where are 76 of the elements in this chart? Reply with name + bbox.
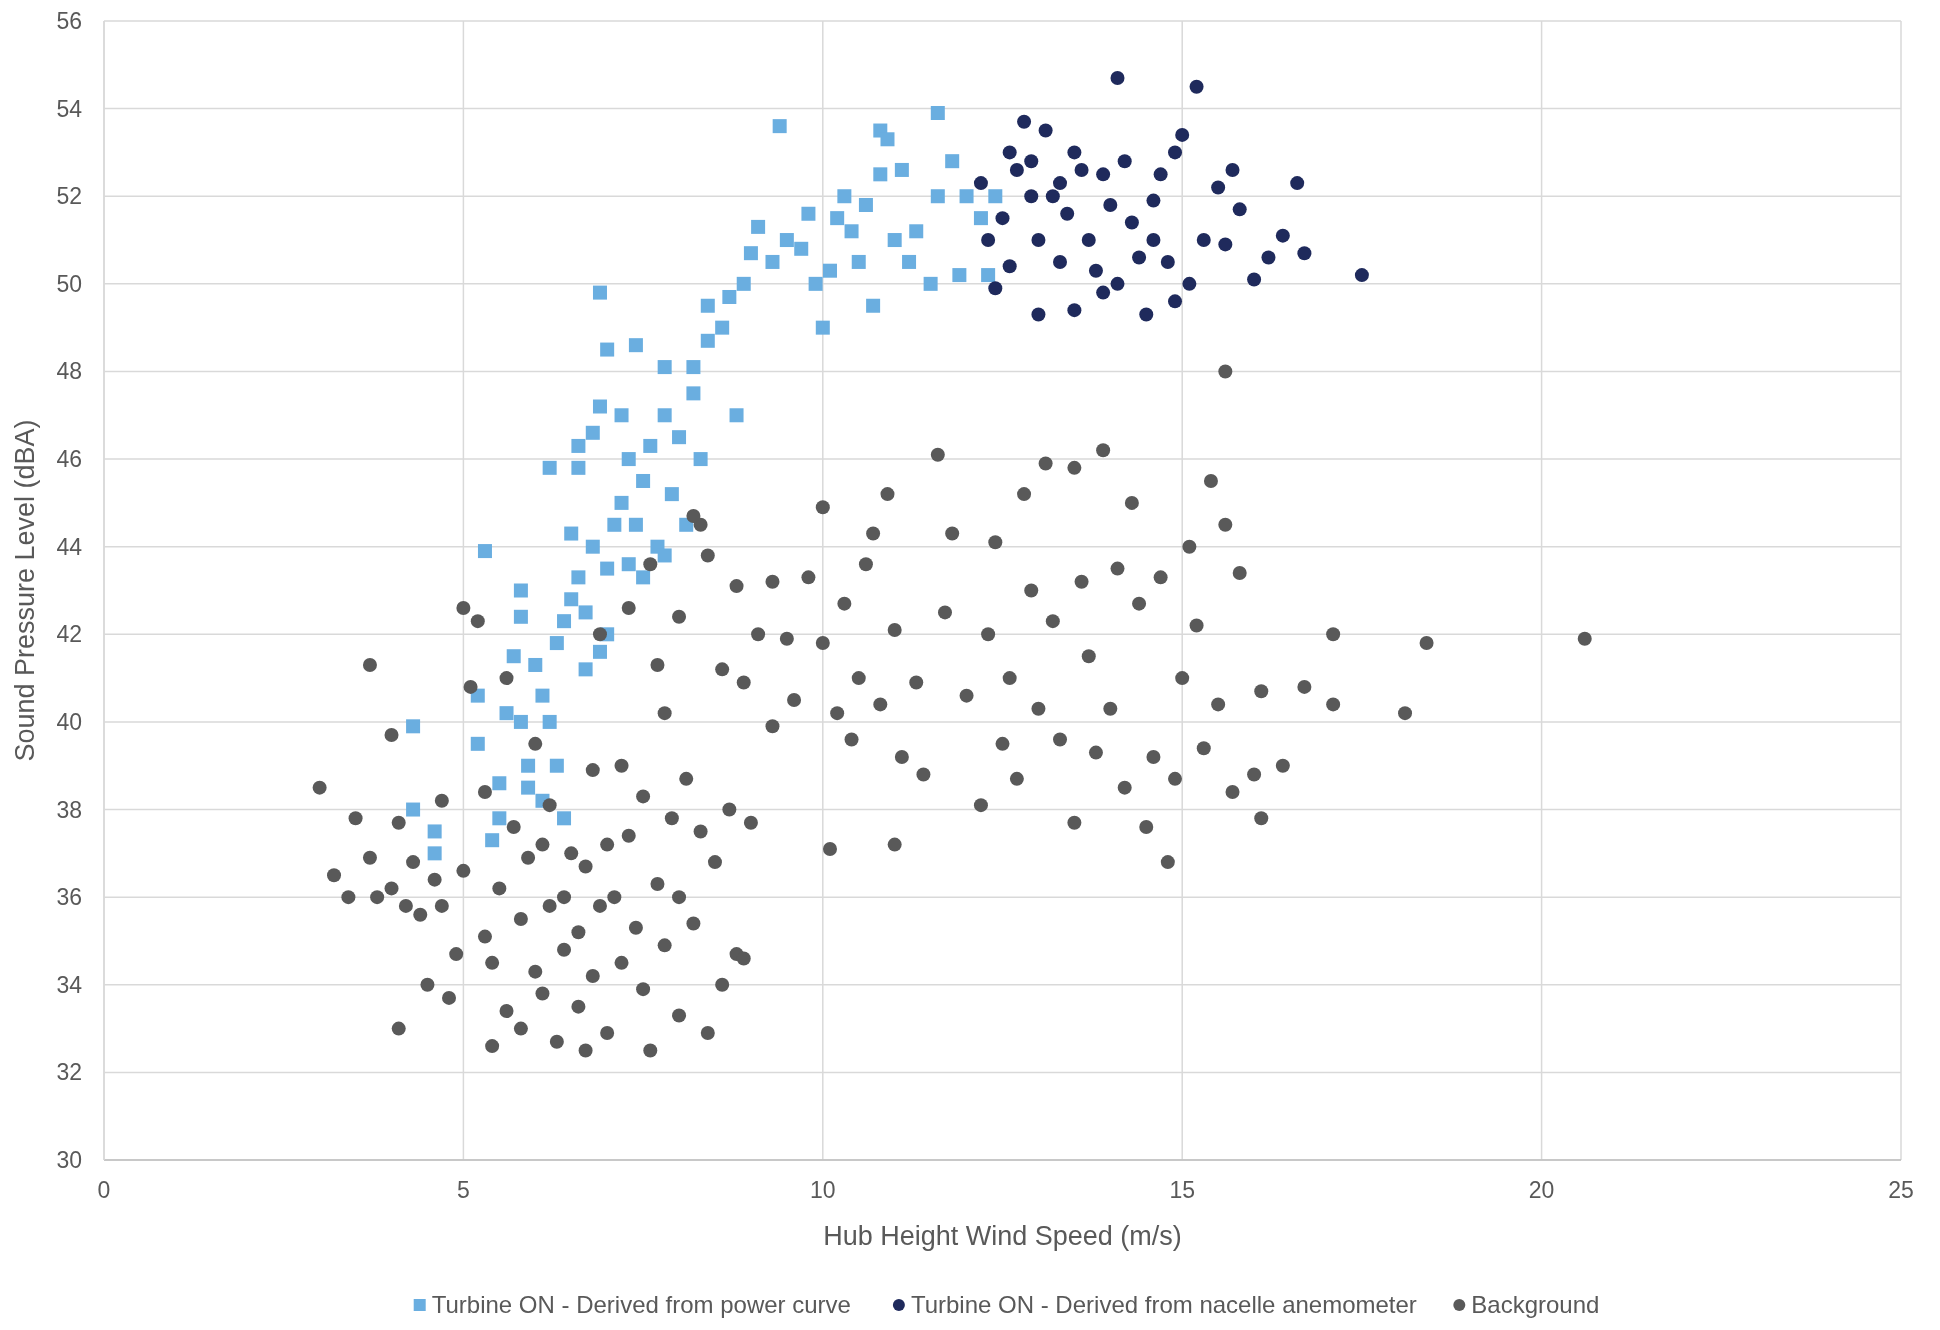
point [1189, 79, 1204, 94]
point [1117, 154, 1132, 169]
point [1218, 237, 1233, 252]
point [1088, 263, 1103, 278]
point [1146, 233, 1161, 248]
x-tick-label: 25 [1888, 1177, 1914, 1203]
point [988, 281, 1003, 296]
y-tick-label: 48 [56, 358, 82, 385]
point [1232, 202, 1247, 217]
point [973, 176, 988, 191]
x-tick-label: 10 [810, 1177, 836, 1203]
point [1024, 154, 1039, 169]
x-axis-title: Hub Height Wind Speed (m/s) [823, 1221, 1182, 1251]
point [1132, 250, 1147, 265]
point [1067, 303, 1082, 318]
point [1124, 215, 1139, 230]
point [1045, 189, 1060, 204]
y-tick-label: 46 [56, 446, 82, 473]
point [1275, 228, 1290, 243]
point [1067, 145, 1082, 160]
point [995, 211, 1010, 226]
x-tick-label: 5 [457, 1177, 470, 1203]
point [1110, 276, 1125, 291]
legend-label: Background [1471, 1291, 1600, 1318]
point [1096, 285, 1111, 300]
point [1038, 123, 1053, 138]
point [1103, 197, 1118, 212]
point [1297, 246, 1312, 261]
y-tick-label: 42 [56, 621, 82, 648]
legend-label: Turbine ON - Derived from power curve [431, 1291, 851, 1318]
point [1053, 176, 1067, 191]
y-tick-label: 32 [56, 1059, 82, 1086]
y-tick-label: 30 [56, 1147, 82, 1173]
y-tick-label: 56 [56, 8, 82, 34]
point [1031, 233, 1046, 248]
point [1017, 114, 1032, 129]
legend-label: Turbine ON - Derived from nacelle anemometer [910, 1291, 1417, 1318]
point [1182, 276, 1197, 291]
point [1153, 167, 1168, 182]
point [1096, 167, 1111, 182]
x-tick-label: 15 [1169, 1177, 1195, 1203]
point [1175, 127, 1190, 142]
y-tick-label: 38 [56, 796, 82, 823]
y-tick-label: 50 [56, 270, 82, 297]
point [1225, 162, 1240, 177]
x-tick-label: 20 [1528, 1177, 1555, 1203]
point [1160, 254, 1175, 269]
point [1168, 294, 1183, 309]
point [1081, 233, 1096, 248]
point [1060, 206, 1075, 221]
y-tick-label: 36 [56, 884, 82, 911]
y-tick-label: 44 [56, 533, 83, 560]
y-tick-label: 34 [56, 971, 83, 998]
point [1247, 272, 1262, 287]
y-tick-label: 52 [56, 183, 82, 210]
point [1002, 259, 1017, 274]
point [1354, 268, 1369, 283]
point [1024, 189, 1039, 204]
point [1139, 307, 1154, 322]
point [1002, 145, 1017, 160]
y-axis-title: Sound Pressure Level (dBA) [10, 419, 40, 762]
x-tick-label: 0 [97, 1177, 111, 1203]
y-tick-label: 40 [56, 708, 82, 735]
point [1211, 180, 1226, 195]
point [1146, 193, 1161, 208]
point [1074, 162, 1089, 177]
point [1168, 145, 1183, 160]
point [1261, 250, 1276, 265]
point [1009, 162, 1024, 177]
point [981, 233, 996, 248]
point [1031, 307, 1046, 322]
y-tick-label: 54 [56, 95, 83, 122]
point [1110, 70, 1125, 85]
point [1290, 176, 1305, 191]
point [1053, 254, 1067, 269]
point [1196, 233, 1211, 248]
